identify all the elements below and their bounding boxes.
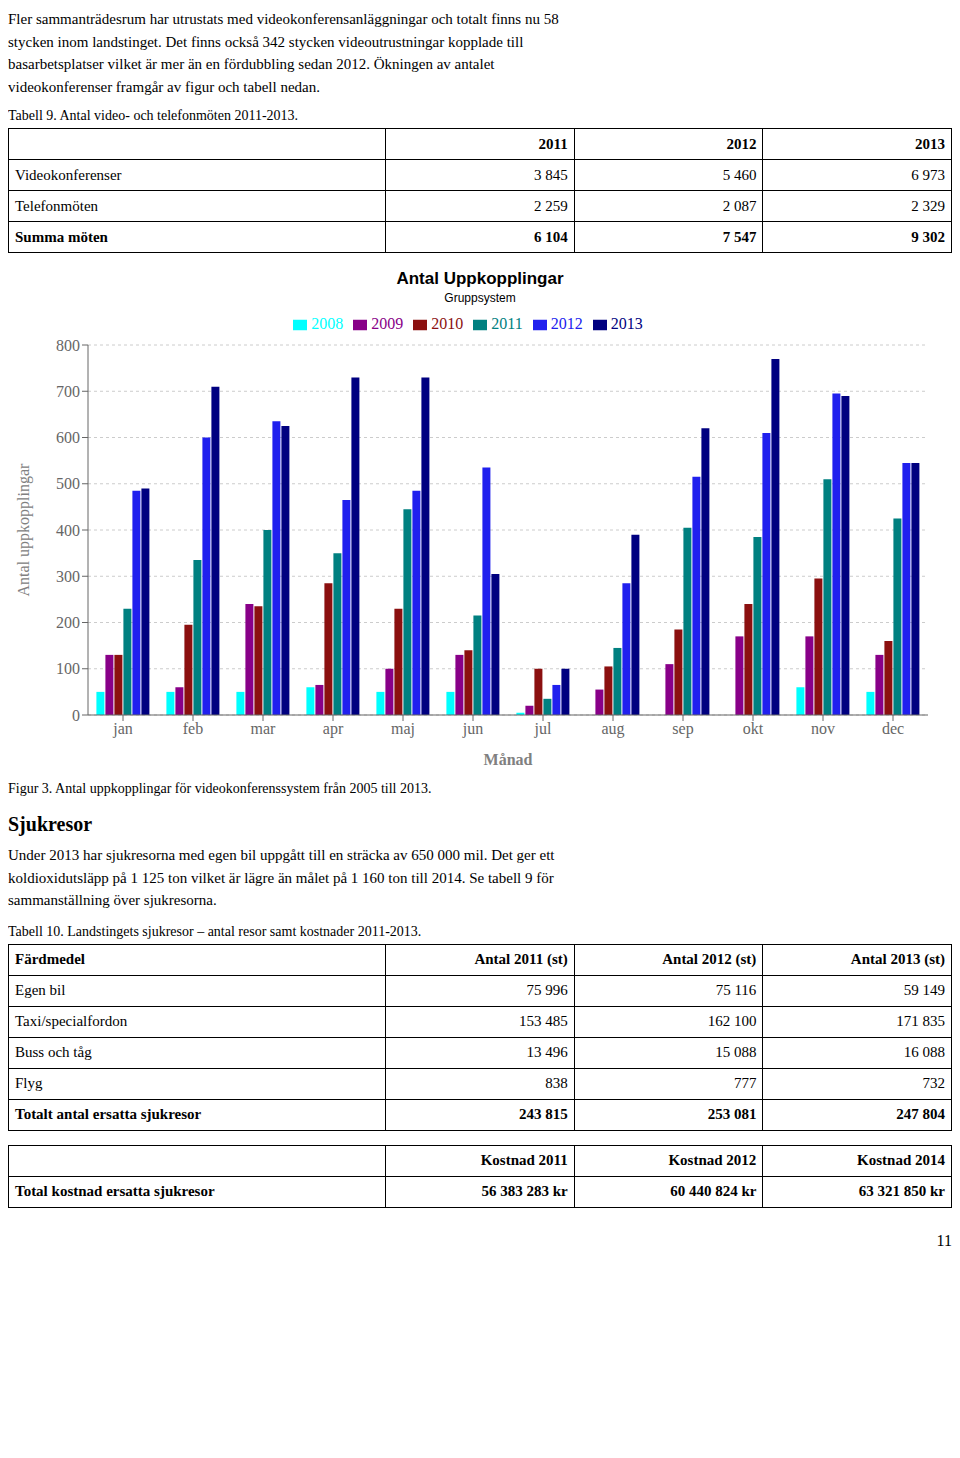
html-text:13 496: 13 496 — [526, 1044, 568, 1060]
html-text:838: 838 — [545, 1075, 568, 1091]
svg-text:apr: apr — [323, 720, 344, 738]
html-text:Taxi/specialfordon: Taxi/specialfordon — [15, 1013, 128, 1029]
html-text:2011: 2011 — [491, 315, 523, 332]
html-text:Kostnad 2014: Kostnad 2014 — [857, 1152, 945, 1168]
html-text:Flyg: Flyg — [15, 1075, 43, 1091]
svg-text:300: 300 — [56, 568, 80, 585]
html-text:Buss och tåg: Buss och tåg — [15, 1044, 92, 1060]
html-text:15 088: 15 088 — [715, 1044, 757, 1060]
svg-text:800: 800 — [56, 337, 80, 354]
html-text:60 440 824 kr: 60 440 824 kr — [670, 1183, 757, 1199]
svg-text:jul: jul — [534, 720, 552, 738]
svg-text:100: 100 — [56, 660, 80, 677]
html-text:253 081: 253 081 — [707, 1106, 757, 1122]
html-text:777: 777 — [733, 1075, 757, 1091]
html-text:2008: 2008 — [311, 315, 344, 332]
html-text:6 973: 6 973 — [911, 166, 945, 183]
html-text:Egen bil: Egen bil — [15, 982, 66, 998]
html-text:2013: 2013 — [915, 135, 945, 152]
html-text:7 547: 7 547 — [722, 228, 757, 245]
svg-text:600: 600 — [56, 429, 80, 446]
html-text:2 087: 2 087 — [722, 197, 757, 214]
svg-text:500: 500 — [56, 475, 80, 492]
svg-text:aug: aug — [601, 720, 624, 738]
html-text:3 845: 3 845 — [534, 166, 568, 183]
html-text:2009: 2009 — [371, 315, 404, 332]
svg-text:Månad: Månad — [484, 751, 533, 768]
html-text:Tabell 9. Antal video- och tel: Tabell 9. Antal video- och telefonmöten … — [8, 108, 299, 123]
html-text:171 835: 171 835 — [896, 1013, 945, 1029]
html-text:Videokonferenser: Videokonferenser — [15, 166, 122, 183]
html-text:Antal 2013 (st): Antal 2013 (st) — [850, 951, 945, 967]
html-text:2010: 2010 — [431, 315, 464, 332]
svg-text:0: 0 — [72, 707, 80, 724]
html-text:2013: 2013 — [610, 315, 643, 332]
html-text:9 302: 9 302 — [911, 228, 945, 245]
html-text:732: 732 — [922, 1075, 945, 1091]
svg-text:dec: dec — [882, 720, 904, 737]
html-text:2 259: 2 259 — [534, 197, 568, 214]
svg-text:sep: sep — [672, 720, 693, 738]
html-text:Total kostnad ersatta sjukreso: Total kostnad ersatta sjukresor — [15, 1183, 215, 1199]
html-text:247 804: 247 804 — [896, 1106, 945, 1122]
html-text:Antal 2011 (st): Antal 2011 (st) — [474, 951, 568, 967]
html-text:Figur 3. Antal uppkopplingar f: Figur 3. Antal uppkopplingar för videoko… — [8, 781, 432, 796]
svg-text:jan: jan — [112, 720, 133, 738]
html-text:75 116: 75 116 — [715, 982, 757, 998]
html-text:162 100: 162 100 — [707, 1013, 757, 1029]
html-text:Kostnad 2011: Kostnad 2011 — [480, 1152, 568, 1168]
html-text:Färdmedel: Färdmedel — [15, 951, 85, 967]
svg-text:okt: okt — [743, 720, 764, 737]
svg-text:feb: feb — [183, 720, 203, 737]
svg-text:jun: jun — [462, 720, 483, 738]
html-text:2 329: 2 329 — [911, 197, 945, 214]
html-text:Totalt antal ersatta sjukresor: Totalt antal ersatta sjukresor — [15, 1106, 202, 1122]
html-text:Summa möten: Summa möten — [15, 228, 108, 245]
svg-text:maj: maj — [391, 720, 415, 738]
html-text:5 460: 5 460 — [722, 166, 757, 183]
html-text:Antal 2012 (st): Antal 2012 (st) — [662, 951, 757, 967]
svg-text:mar: mar — [251, 720, 277, 737]
html-text:243 815: 243 815 — [519, 1106, 568, 1122]
html-text:Sjukresor: Sjukresor — [8, 813, 93, 835]
svg-text:200: 200 — [56, 614, 80, 631]
html-text:Antal Uppkopplingar: Antal Uppkopplingar — [396, 269, 564, 288]
html-text:11: 11 — [936, 1231, 952, 1249]
html-text:63 321 850 kr: 63 321 850 kr — [858, 1183, 945, 1199]
svg-text:400: 400 — [56, 522, 80, 539]
html-text:16 088: 16 088 — [903, 1044, 945, 1060]
svg-text:700: 700 — [56, 383, 80, 400]
html-text:6 104: 6 104 — [534, 228, 568, 245]
svg-text:nov: nov — [811, 720, 835, 737]
html-text:2011: 2011 — [538, 135, 568, 152]
html-text:Telefonmöten: Telefonmöten — [15, 197, 99, 214]
html-text:59 149: 59 149 — [903, 982, 945, 998]
html-text:2012: 2012 — [550, 315, 583, 332]
html-text:Under 2013 har sjukresorna med: Under 2013 har sjukresorna med egen bil … — [8, 847, 555, 908]
html-text:153 485: 153 485 — [519, 1013, 568, 1029]
svg-text:Antal uppkopplingar: Antal uppkopplingar — [15, 463, 33, 597]
html-text:2012: 2012 — [726, 135, 757, 152]
html-text:75 996: 75 996 — [526, 982, 568, 998]
html-text:Kostnad 2012: Kostnad 2012 — [668, 1152, 757, 1168]
html-text:Fler sammanträdesrum har utrus: Fler sammanträdesrum har utrustats med v… — [8, 11, 559, 95]
html-text:Gruppsystem: Gruppsystem — [444, 291, 516, 305]
html-text:Tabell 10. Landstingets sjukre: Tabell 10. Landstingets sjukresor – anta… — [8, 923, 422, 939]
html-text:56 383 283 kr: 56 383 283 kr — [481, 1183, 568, 1199]
